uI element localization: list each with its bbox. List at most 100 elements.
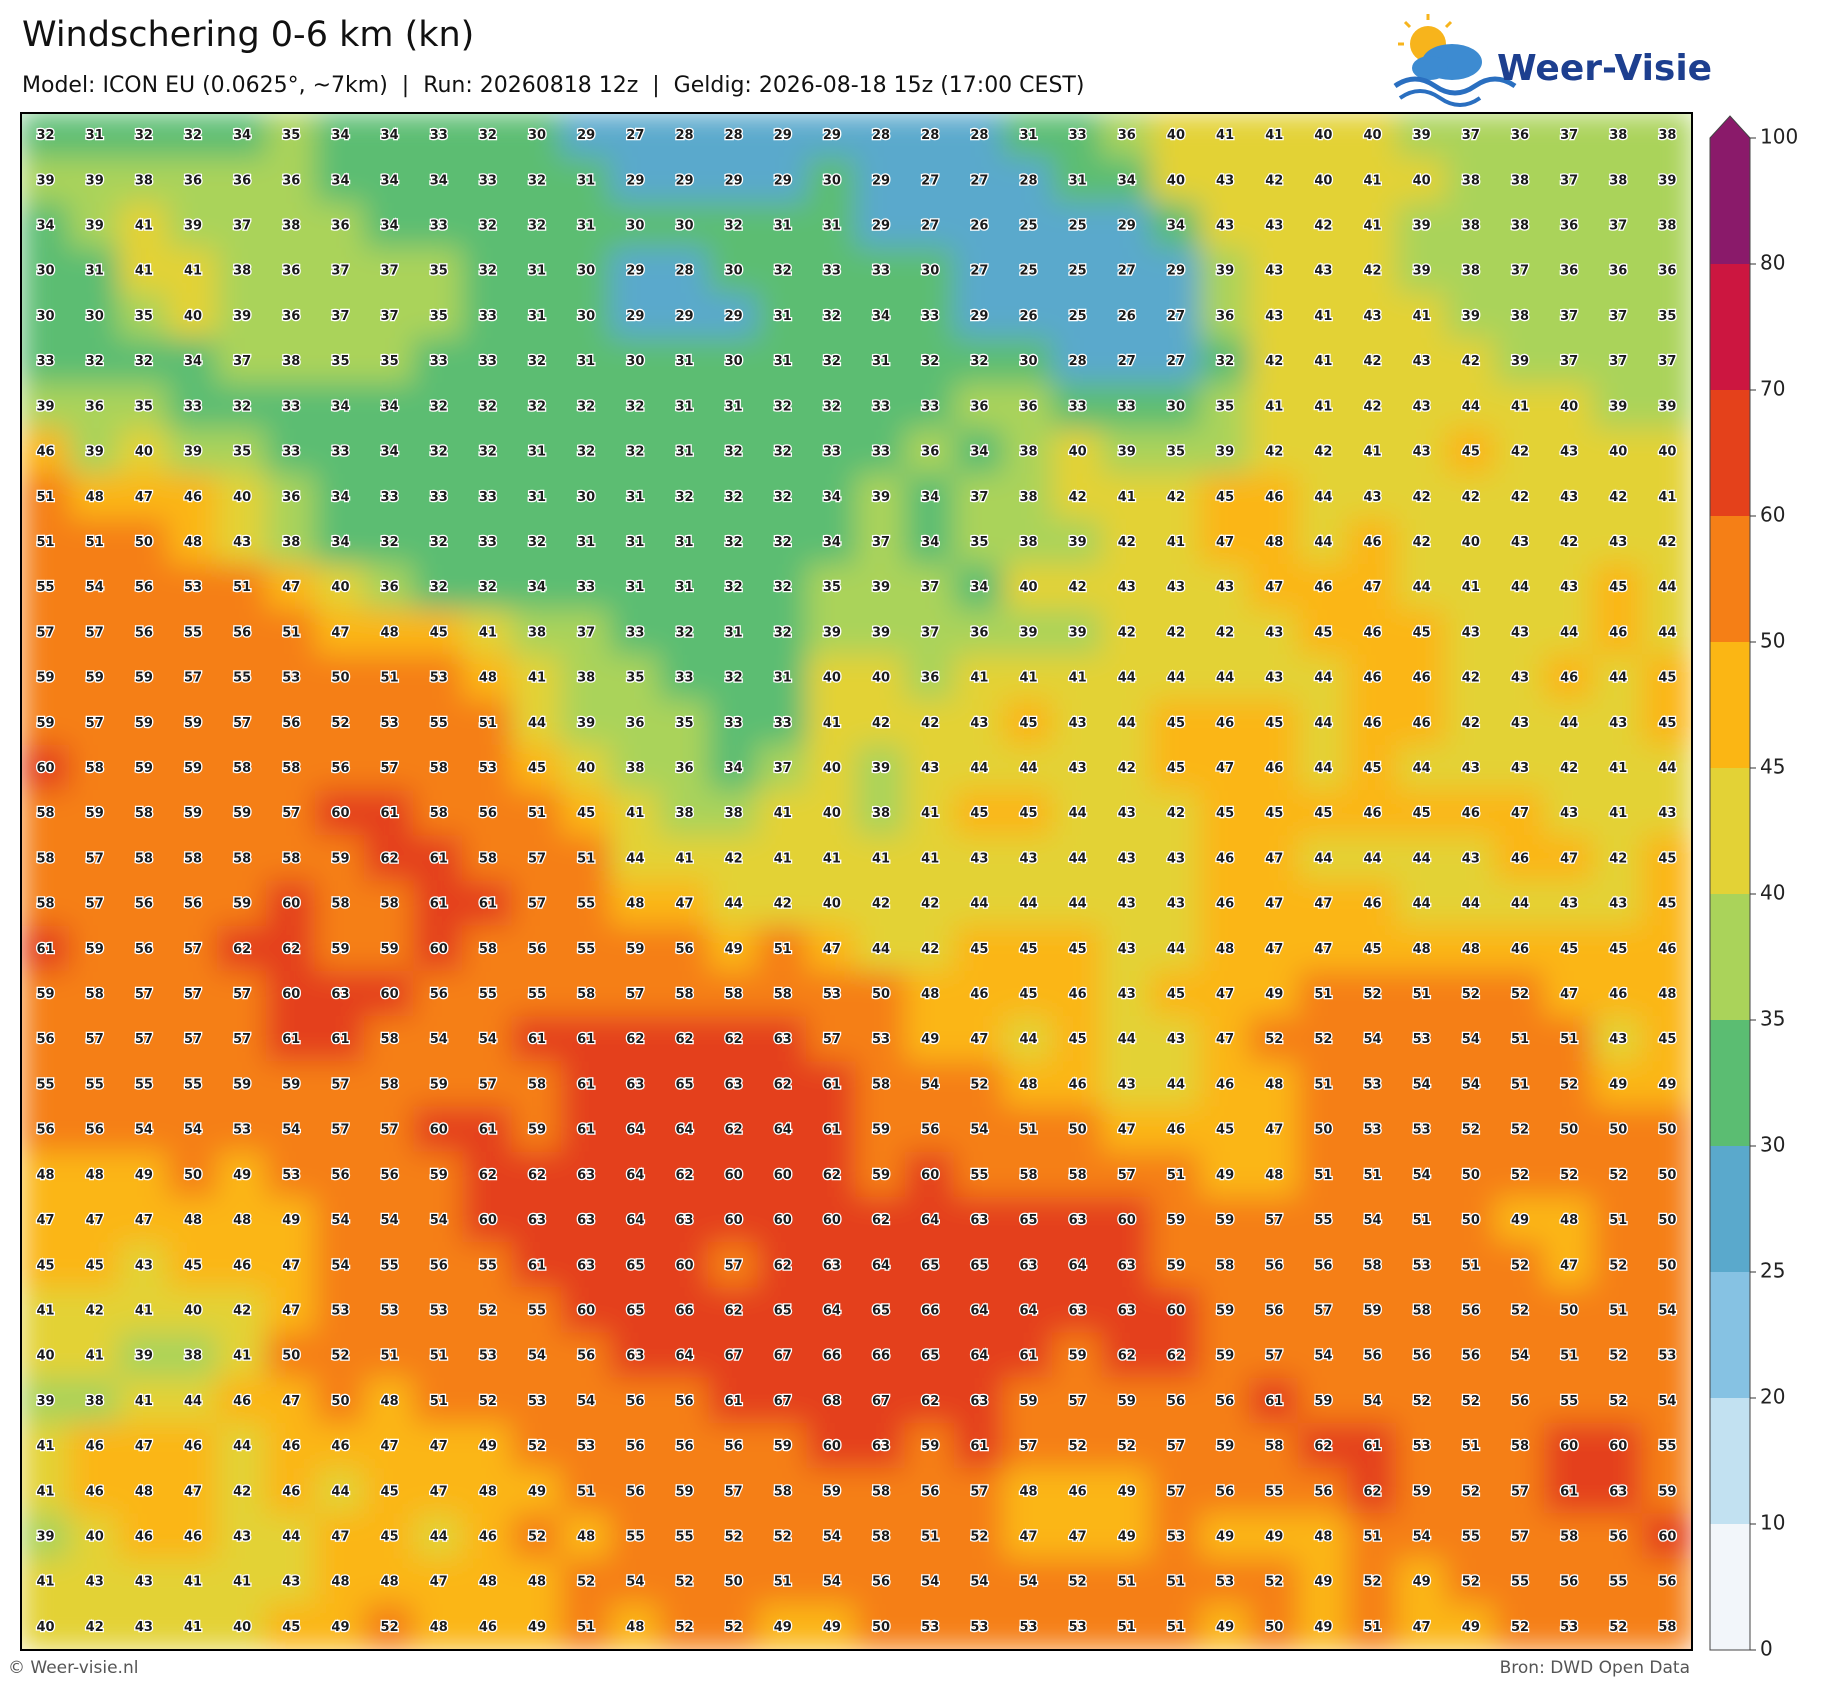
field-cell [1445,202,1497,250]
colorbar-label: 0 [1760,1637,1773,1661]
field-cell [1297,654,1349,702]
cell-value: 57 [1314,1303,1332,1318]
field-cell [1002,744,1055,793]
cell-value: 50 [184,1168,202,1183]
cell-value: 45 [1019,987,1037,1002]
cell-value: 30 [626,219,644,234]
cell-value: 28 [675,264,693,279]
cell-value: 49 [1462,1620,1480,1635]
field-cell [658,925,711,973]
field-cell [462,1287,514,1335]
cell-value: 53 [479,761,497,776]
field-cell [953,292,1005,341]
colorbar-bin [1710,390,1750,516]
cell-value: 42 [1314,219,1332,234]
field-cell [806,157,858,205]
cell-value: 47 [1363,580,1381,595]
cell-value: 57 [528,851,546,866]
cell-value: 59 [823,1484,841,1499]
field-cell [1592,202,1644,250]
cell-value: 65 [872,1303,890,1318]
field-cell [560,880,612,928]
field-cell [511,383,563,431]
field-cell [1445,744,1497,793]
cell-value: 55 [233,671,251,686]
field-cell [757,1242,809,1290]
cell-value: 51 [1314,1077,1332,1092]
cell-value: 66 [823,1349,841,1364]
cell-value: 43 [1609,535,1627,550]
field-cell [118,970,170,1019]
cell-value: 36 [675,761,693,776]
field-cell [265,1016,317,1064]
cell-value: 62 [1314,1439,1332,1454]
field-cell [314,1196,367,1245]
field-cell [1052,835,1104,883]
field-cell [1248,428,1300,476]
cell-value: 59 [184,806,202,821]
cell-value: 44 [1658,625,1676,640]
field-cell [1297,1468,1349,1516]
cell-value: 42 [1363,354,1381,369]
field-cell [511,925,563,973]
cell-value: 44 [331,1484,349,1499]
cell-value: 32 [430,535,448,550]
field-cell [1052,202,1104,250]
cell-value: 57 [1265,1349,1283,1364]
cell-value: 41 [1609,761,1627,776]
field-cell [1641,383,1692,431]
cell-value: 45 [37,1258,55,1273]
cell-value: 40 [1462,535,1480,550]
cell-value: 42 [872,897,890,912]
cell-value: 58 [872,1484,890,1499]
cell-value: 47 [1216,987,1234,1002]
cell-value: 41 [1413,309,1431,324]
field-cell [560,247,612,295]
cell-value: 37 [577,625,595,640]
cell-value: 31 [626,580,644,595]
cell-value: 25 [1019,264,1037,279]
cell-value: 59 [1314,1394,1332,1409]
cell-value: 51 [37,490,55,505]
cell-value: 41 [1314,399,1332,414]
field-cell [1052,428,1104,476]
cell-value: 44 [1019,761,1037,776]
cell-value: 41 [233,1349,251,1364]
cell-value: 60 [381,987,399,1002]
field-cell [1297,925,1349,973]
field-cell [1002,1422,1055,1471]
field-cell [1199,247,1251,295]
cell-value: 59 [282,1077,300,1092]
cell-value: 62 [1118,1349,1136,1364]
field-cell [314,1151,367,1199]
cell-value: 52 [1265,1032,1283,1047]
field-cell [855,1558,907,1606]
field-cell [1101,1106,1153,1154]
cell-value: 41 [675,851,693,866]
field-cell [1592,1151,1644,1199]
field-cell [314,1377,367,1425]
field-cell [1396,1468,1448,1516]
cell-value: 45 [1069,942,1087,957]
field-cell [413,1061,465,1109]
cell-value: 32 [430,580,448,595]
cell-value: 47 [1069,1529,1087,1544]
cell-value: 44 [1069,897,1087,912]
field-cell [69,699,121,747]
field-cell [708,1377,760,1425]
field-cell [1396,744,1448,793]
field-cell [1101,925,1153,973]
field-cell [1396,1196,1448,1245]
cell-value: 40 [1314,173,1332,188]
field-cell [1199,1377,1251,1425]
field-cell [560,338,612,386]
cell-value: 49 [1265,1529,1283,1544]
cell-value: 59 [1216,1349,1234,1364]
field-cell [560,654,612,702]
cell-value: 54 [1363,1394,1381,1409]
cell-value: 48 [1658,987,1676,1002]
field-cell [167,1287,219,1335]
cell-value: 44 [970,761,988,776]
cell-value: 47 [1314,942,1332,957]
